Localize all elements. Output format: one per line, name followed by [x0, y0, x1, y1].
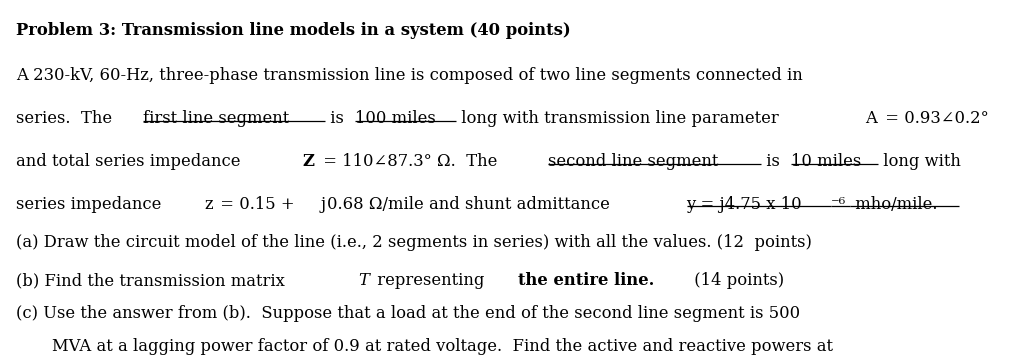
- Text: long with transmission line parameter: long with transmission line parameter: [456, 110, 783, 127]
- Text: series.  The: series. The: [16, 110, 118, 127]
- Text: is: is: [761, 153, 784, 170]
- Text: Problem 3: Transmission line models in a system (40 points): Problem 3: Transmission line models in a…: [16, 22, 570, 39]
- Text: = 0.15 +: = 0.15 +: [215, 196, 300, 213]
- Text: ⁻⁶: ⁻⁶: [830, 196, 846, 213]
- Text: series impedance: series impedance: [16, 196, 167, 213]
- Text: 100 miles: 100 miles: [355, 110, 436, 127]
- Text: Z: Z: [303, 153, 314, 170]
- Text: the entire line.: the entire line.: [518, 272, 654, 289]
- Text: (14 points): (14 points): [688, 272, 783, 289]
- Text: (b) Find the transmission matrix: (b) Find the transmission matrix: [16, 272, 290, 289]
- Text: j: j: [321, 196, 326, 213]
- Text: and total series impedance: and total series impedance: [16, 153, 246, 170]
- Text: MVA at a lagging power factor of 0.9 at rated voltage.  Find the active and reac: MVA at a lagging power factor of 0.9 at …: [51, 339, 833, 355]
- Text: mho/mile.: mho/mile.: [850, 196, 937, 213]
- Text: first line segment: first line segment: [142, 110, 289, 127]
- Text: = 110∠87.3° Ω.  The: = 110∠87.3° Ω. The: [317, 153, 503, 170]
- Text: 10 miles: 10 miles: [791, 153, 861, 170]
- Text: second line segment: second line segment: [548, 153, 719, 170]
- Text: (c) Use the answer from (b).  Suppose that a load at the end of the second line : (c) Use the answer from (b). Suppose tha…: [16, 305, 800, 322]
- Text: is: is: [325, 110, 349, 127]
- Text: T: T: [358, 272, 369, 289]
- Text: y = j4.75 x 10: y = j4.75 x 10: [686, 196, 802, 213]
- Text: A 230-kV, 60-Hz, three-phase transmission line is composed of two line segments : A 230-kV, 60-Hz, three-phase transmissio…: [16, 67, 803, 84]
- Text: long with: long with: [879, 153, 962, 170]
- Text: 0.68 Ω/mile and shunt admittance: 0.68 Ω/mile and shunt admittance: [327, 196, 615, 213]
- Text: (a) Draw the circuit model of the line (i.e., 2 segments in series) with all the: (a) Draw the circuit model of the line (…: [16, 234, 812, 251]
- Text: A: A: [865, 110, 877, 127]
- Text: z: z: [204, 196, 213, 213]
- Text: = 0.93∠0.2°: = 0.93∠0.2°: [880, 110, 989, 127]
- Text: representing: representing: [372, 272, 489, 289]
